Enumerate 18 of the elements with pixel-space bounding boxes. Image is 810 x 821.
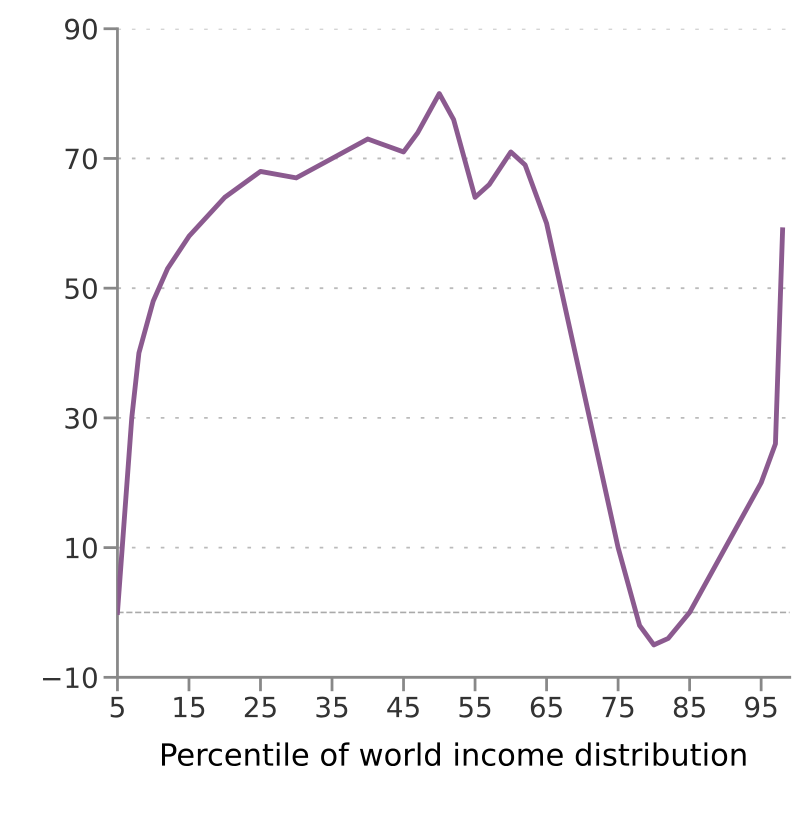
x-axis-title: Percentile of world income distribution: [162, 742, 746, 766]
x-tick-label: 45: [387, 696, 419, 718]
x-tick-label: 55: [460, 696, 490, 718]
line-series: [117, 91, 786, 648]
y-tick-label: 30: [65, 408, 97, 429]
y-tick-label: 90: [65, 18, 97, 40]
y-tick-label: 50: [65, 278, 97, 300]
y-tick-label: −10: [43, 667, 97, 688]
y-tick-label: 10: [66, 538, 97, 559]
x-tick-label: 95: [745, 696, 776, 718]
x-tick-label: 25: [244, 696, 276, 718]
x-tick-label: 75: [602, 696, 634, 718]
x-tick-label: 5: [110, 696, 124, 718]
y-tick-label: 70: [66, 148, 97, 170]
x-tick-label: 15: [174, 696, 204, 718]
x-tick-label: 85: [674, 696, 705, 718]
x-tick-label: 35: [316, 696, 348, 718]
x-tick-label: 65: [530, 696, 562, 718]
